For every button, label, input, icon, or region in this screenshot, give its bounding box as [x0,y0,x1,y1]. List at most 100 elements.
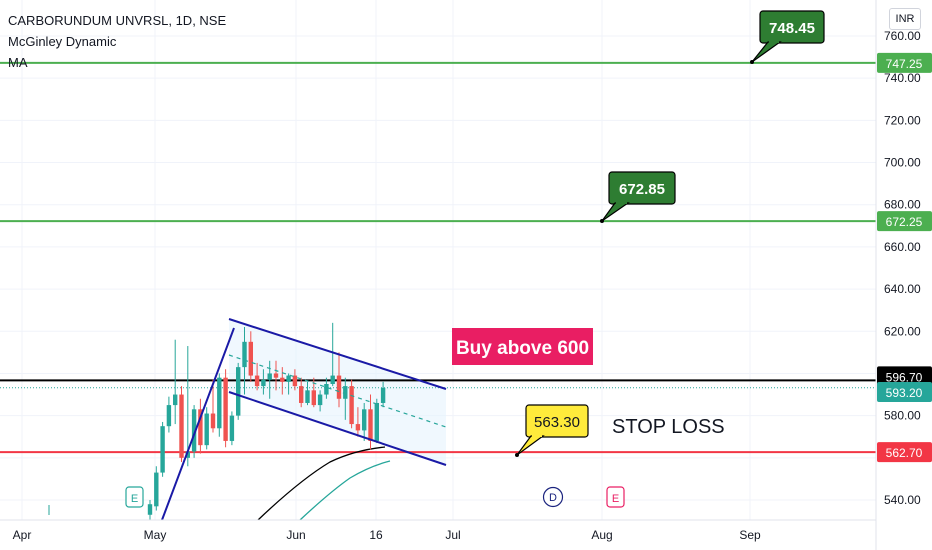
candle-body [254,375,260,387]
earnings-marker-1[interactable]: E [125,486,144,508]
price-tag-stop-bg [877,442,932,463]
candle-body [248,341,253,376]
candle [236,362,241,420]
x-tick-label: Jun [286,528,305,542]
currency-button[interactable]: INR [889,8,921,30]
candle [261,369,266,395]
dividend-marker-text: D [549,492,557,504]
candle-body [198,409,203,446]
buy-label[interactable]: Buy above 600 [452,328,593,365]
candle [349,379,354,429]
candle-body [292,375,298,387]
target2-callout[interactable]: 748.45 [750,10,825,64]
stop-callout[interactable]: 563.30 [515,404,589,457]
indicator-label[interactable]: McGinley Dynamic [8,34,117,49]
candle [173,339,178,425]
y-tick-label: 580.00 [884,409,921,423]
x-tick-label: Jul [445,528,460,542]
drawings[interactable] [161,318,447,521]
moving-average-lines [257,446,391,521]
candle [248,331,253,382]
horizontal-lines [0,61,876,454]
candle-body [204,413,209,446]
price-axis[interactable]: 540.00560.00580.00600.00620.00640.00660.… [875,0,932,550]
channel-upper-line [228,318,447,390]
candle-body [349,386,354,425]
candle-body [223,377,228,441]
candle-body [368,409,373,441]
candle [229,411,235,446]
candle-body [355,424,361,431]
buy-label-text: Buy above 600 [456,338,589,359]
candle [217,373,222,437]
price-tag-resistance-bg [877,366,932,387]
candle-body [236,367,241,416]
candle-body [166,405,172,427]
candle [317,390,323,412]
candle [292,369,298,391]
candle-body [267,373,272,380]
time-axis[interactable]: Apr May Jun 16 Jul Aug Sep [0,519,876,542]
earnings-marker-2-text: E [612,493,619,505]
candle [374,398,379,444]
candle [362,402,367,441]
candle-body [185,451,190,458]
y-tick-label: 760.00 [884,29,921,43]
x-tick-label: May [144,528,167,542]
y-tick-label: 720.00 [884,113,921,127]
candle [343,377,348,420]
candle [210,379,216,433]
earnings-marker-2[interactable]: E [606,486,625,508]
price-tag-target2: 747.25 [886,57,923,71]
y-tick-label: 640.00 [884,282,921,296]
candle-body [160,426,165,473]
price-tag-target2-bg [877,52,932,73]
y-tick-label: 620.00 [884,324,921,338]
candle [286,373,291,395]
candle-body [173,394,178,406]
indicator-label-2[interactable]: MA [8,55,28,70]
candle-body [299,386,304,403]
trend-line [161,327,235,521]
candle [166,396,172,433]
channel-lower-line [228,391,447,466]
candle-body [374,402,379,441]
candle-body [311,390,316,406]
candle [254,362,260,391]
annotations[interactable]: 748.45 672.85 563.30 Buy above 600 STOP … [125,10,825,508]
ma-line [299,460,391,521]
candle [191,405,197,458]
y-tick-label: 660.00 [884,240,921,254]
candle-body [343,386,348,399]
candle-body [324,384,329,395]
price-tag-target1-bg [877,211,932,232]
price-tag-resistance: 596.70 [886,370,923,384]
candle [305,381,310,406]
price-tag-last: 593.20 [886,386,923,400]
candle-body [330,375,335,384]
x-tick-label: Apr [13,528,32,542]
x-tick-label: Sep [739,528,761,542]
candle-body [317,394,323,406]
candle [160,421,165,477]
candle [324,377,329,399]
candle [223,369,228,448]
target1-callout[interactable]: 672.85 [600,171,676,223]
channel-mid-line [228,354,447,428]
mcginley-line [257,446,386,521]
candle-body [261,379,266,387]
candle [147,500,153,520]
symbol-title: CARBORUNDUM UNVRSL, 1D, NSE [8,13,227,28]
candle [336,352,342,408]
candle [242,327,247,395]
stop-callout-text: 563.30 [534,414,580,431]
candle-body [362,409,367,431]
candle [179,386,184,463]
candle-body [380,387,386,403]
candle-body [217,377,222,429]
candle-body [154,472,159,507]
dividend-marker[interactable]: D [542,486,564,508]
candle [185,346,190,467]
candle [198,398,203,454]
